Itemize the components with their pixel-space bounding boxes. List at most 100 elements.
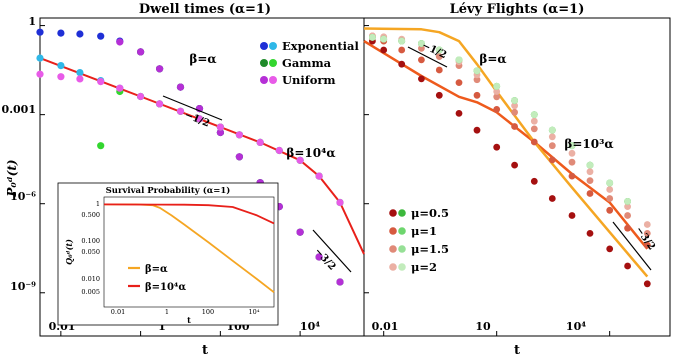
- legend-dot: [389, 263, 397, 271]
- data-point: [296, 156, 304, 164]
- data-point: [36, 54, 44, 62]
- legend-dot: [398, 245, 406, 253]
- slope-label-half: −1/2: [183, 110, 211, 130]
- inset-ytick-label: 0.010: [81, 275, 100, 283]
- axis-ticks: [40, 25, 611, 336]
- data-point: [548, 142, 556, 150]
- data-point: [76, 75, 84, 83]
- legend-dot: [269, 42, 277, 50]
- data-point: [606, 186, 614, 193]
- legend-dot: [389, 209, 397, 217]
- legend-dot: [269, 76, 277, 84]
- data-point: [97, 142, 105, 150]
- legend-dot: [389, 227, 397, 235]
- annotation-beta-alpha: β=α: [479, 52, 506, 66]
- inset-title: Survival Probability (α=1): [106, 185, 231, 196]
- slope-guide-half: [162, 95, 223, 121]
- right-xlabel: t: [514, 343, 520, 358]
- data-point: [606, 245, 614, 253]
- left-ytick-label: 1: [28, 15, 36, 28]
- data-point: [511, 97, 518, 104]
- inset-legend-label: β=α: [145, 264, 168, 275]
- legend-dot: [398, 263, 406, 271]
- left-data-marks: [36, 28, 365, 286]
- data-point: [380, 46, 388, 54]
- annotation-beta-big: β=10⁴α: [286, 146, 335, 160]
- slope-label-threehalf: −3/2: [633, 225, 657, 253]
- data-point: [548, 133, 556, 141]
- data-point: [76, 30, 84, 38]
- data-point: [418, 40, 425, 47]
- legend-label: μ=1.5: [411, 242, 449, 256]
- inset-xtick-label: 10⁴: [249, 308, 260, 316]
- data-point: [116, 84, 124, 92]
- data-point: [530, 111, 538, 118]
- right-plot-frame: [363, 17, 671, 337]
- data-point: [296, 228, 304, 236]
- data-point: [235, 153, 243, 161]
- data-point: [606, 206, 614, 214]
- data-point: [137, 48, 145, 56]
- data-point: [97, 78, 105, 86]
- data-point: [586, 168, 594, 176]
- data-point: [473, 91, 481, 99]
- data-point: [369, 34, 376, 41]
- data-point: [493, 93, 501, 101]
- left-xtick-label: 1: [158, 320, 166, 333]
- left-xtick-label: 10⁴: [300, 320, 320, 333]
- data-point: [548, 195, 556, 202]
- data-point: [530, 177, 538, 185]
- data-point: [511, 123, 518, 130]
- data-point: [176, 83, 185, 91]
- data-point: [398, 37, 406, 45]
- data-point: [493, 106, 501, 113]
- data-point: [586, 190, 594, 197]
- inset-xtick-label: 1: [165, 308, 169, 316]
- inset-ytick-label: 0.500: [81, 211, 100, 219]
- legend-label: Uniform: [282, 73, 336, 87]
- data-point: [548, 156, 556, 164]
- slope-guide-half: [407, 46, 448, 68]
- inset-background: [57, 182, 279, 326]
- data-point: [57, 73, 65, 81]
- data-point: [216, 123, 224, 131]
- legend-label: Gamma: [282, 56, 332, 70]
- data-point: [435, 46, 443, 54]
- data-point: [156, 65, 164, 73]
- data-point: [511, 161, 518, 169]
- data-point: [216, 128, 224, 137]
- data-point: [398, 60, 406, 68]
- inset-ytick-label: 0.050: [81, 248, 100, 256]
- data-point: [643, 241, 651, 249]
- data-point: [36, 28, 44, 36]
- data-point: [511, 108, 518, 116]
- data-point: [195, 115, 204, 123]
- inset-legend-label: β=10⁴α: [145, 282, 186, 293]
- inset-ytick-label: 0.100: [81, 237, 100, 245]
- inset-xtick-label: 100: [202, 308, 214, 316]
- data-point: [380, 35, 388, 43]
- data-point: [493, 88, 501, 95]
- inset-ytick-label: 0.005: [81, 288, 100, 296]
- data-point: [275, 146, 283, 155]
- right-data-marks: [363, 27, 651, 288]
- data-point: [568, 172, 576, 180]
- legend-dot: [260, 42, 268, 50]
- data-point: [455, 110, 463, 117]
- right-xtick-label: 10⁴: [566, 320, 586, 333]
- data-point: [568, 158, 576, 166]
- right-legend: μ=0.5 μ=1 μ=1.5 μ=2: [389, 206, 449, 274]
- data-point: [315, 172, 323, 180]
- left-legend: Exponential Gamma Uniform: [260, 39, 360, 87]
- data-point: [435, 53, 443, 60]
- inset-survival: Survival Probability (α=1) Q₀ᵈ(t) t 1 0.…: [57, 182, 279, 326]
- data-point: [36, 70, 44, 78]
- data-point: [156, 100, 164, 108]
- data-point: [235, 131, 243, 139]
- data-point: [568, 149, 576, 157]
- data-point: [418, 45, 425, 52]
- data-point: [57, 62, 65, 70]
- legend-dot: [269, 59, 277, 67]
- data-point: [137, 92, 145, 101]
